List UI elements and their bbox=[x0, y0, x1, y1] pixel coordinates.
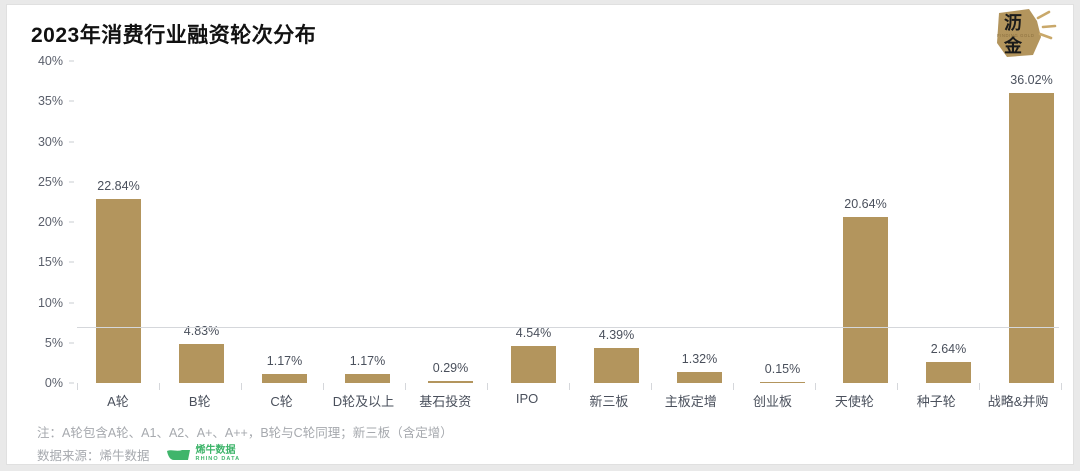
bar[interactable] bbox=[676, 372, 723, 383]
bar-value-label: 36.02% bbox=[1010, 73, 1053, 88]
x-axis-category-tick bbox=[651, 383, 652, 390]
bar[interactable] bbox=[261, 373, 308, 383]
page-title: 2023年消费行业融资轮次分布 bbox=[31, 24, 317, 47]
bar-value-label: 1.32% bbox=[681, 352, 718, 367]
x-axis-label: 创业板 bbox=[753, 394, 793, 409]
bar-slot[interactable]: 1.32% bbox=[658, 61, 741, 383]
x-axis-label: 新三板 bbox=[589, 394, 629, 409]
bar[interactable] bbox=[842, 216, 889, 383]
x-axis-category-tick bbox=[241, 383, 242, 390]
x-axis-category-tick bbox=[1061, 383, 1062, 390]
bar-value-label: 0.15% bbox=[764, 361, 801, 376]
x-axis-label: 基石投资 bbox=[419, 394, 472, 409]
x-axis-category-tick bbox=[405, 383, 406, 390]
x-axis-category-tick bbox=[897, 383, 898, 390]
x-axis-category-tick bbox=[733, 383, 734, 390]
y-axis-tick-mark bbox=[69, 60, 74, 62]
y-axis-tick-label: 40% bbox=[37, 54, 63, 68]
y-axis-tick-mark bbox=[69, 302, 74, 303]
bar-slot[interactable]: 0.15% bbox=[741, 61, 824, 383]
y-axis-tick-label: 0% bbox=[44, 376, 63, 390]
y-axis-tick-mark bbox=[69, 141, 74, 142]
x-axis-label: 主板定增 bbox=[664, 394, 717, 409]
plot-region: 0% 5% 10% 15% 20% 25% 30% 35% 40% 22.84% 4.83% 1.1… bbox=[7, 54, 1073, 390]
bar-slot[interactable]: 4.83% bbox=[160, 61, 243, 383]
x-axis-label: B轮 bbox=[188, 394, 211, 409]
x-axis-label: D轮及以上 bbox=[332, 394, 395, 409]
y-axis-tick-mark bbox=[69, 181, 74, 183]
y-axis-tick-mark bbox=[69, 100, 74, 102]
bar-slot[interactable]: 4.39% bbox=[575, 61, 658, 383]
y-axis-tick-label: 10% bbox=[37, 295, 63, 310]
x-axis-label: C轮 bbox=[270, 394, 293, 409]
bar-slot[interactable]: 22.84% bbox=[77, 61, 160, 383]
x-axis-label: 战略&并购 bbox=[987, 394, 1049, 409]
bar-slot[interactable]: 1.17% bbox=[326, 61, 409, 383]
rhino-wordmark-cn: 烯牛数据 bbox=[195, 445, 236, 457]
bar[interactable] bbox=[427, 380, 474, 383]
finding-gold-icon: 沥 金 FINDING GOLD bbox=[997, 9, 1057, 57]
bar-slot[interactable]: 4.54% bbox=[492, 61, 575, 383]
bar[interactable] bbox=[344, 373, 391, 383]
source-label: 数据来源：烯牛数据 bbox=[37, 449, 150, 463]
bar-value-label: 20.64% bbox=[844, 196, 887, 211]
bars-container: 22.84% 4.83% 1.17% 1.17% 0.29% 4.54% 4.39% 1.32… bbox=[77, 61, 1073, 383]
y-axis-tick-mark bbox=[69, 221, 74, 223]
rhino-mark-icon bbox=[166, 449, 190, 460]
y-axis-tick-mark bbox=[69, 261, 74, 263]
x-axis-line bbox=[77, 327, 1059, 328]
x-axis-category-tick bbox=[487, 383, 488, 390]
chart-card: 2023年消费行业融资轮次分布 沥 金 FINDING GOLD 0% 5% 10%… bbox=[6, 4, 1074, 465]
bar-value-label: 1.17% bbox=[349, 353, 386, 368]
x-axis-label: 天使轮 bbox=[834, 394, 874, 409]
bar[interactable] bbox=[759, 381, 806, 383]
x-axis-label: A轮 bbox=[107, 394, 129, 409]
x-axis-category-tick bbox=[569, 383, 570, 390]
source-row: 数据来源：烯牛数据 烯牛数据 RHINO DATA bbox=[37, 445, 240, 464]
y-axis-tick-label: 25% bbox=[37, 174, 63, 189]
y-axis-tick-mark bbox=[69, 342, 74, 344]
y-axis-tick-label: 30% bbox=[37, 134, 63, 149]
bar-value-label: 4.54% bbox=[515, 326, 552, 341]
bar[interactable] bbox=[95, 199, 142, 383]
bar-slot[interactable]: 1.17% bbox=[243, 61, 326, 383]
rhino-wordmark-en: RHINO DATA bbox=[195, 456, 241, 463]
bar-slot[interactable]: 36.02% bbox=[990, 61, 1073, 383]
bar-value-label: 2.64% bbox=[930, 341, 967, 356]
y-axis-tick-label: 15% bbox=[37, 255, 63, 270]
bar[interactable] bbox=[1008, 93, 1055, 383]
bar-slot[interactable]: 0.29% bbox=[409, 61, 492, 383]
bar[interactable] bbox=[925, 361, 972, 383]
x-axis-category-tick bbox=[979, 383, 980, 390]
x-axis-category-tick bbox=[159, 383, 160, 390]
bar[interactable] bbox=[178, 344, 225, 383]
y-axis-tick-mark bbox=[69, 382, 74, 384]
bar-value-label: 22.84% bbox=[97, 179, 140, 194]
rhino-wordmark: 烯牛数据 RHINO DATA bbox=[196, 446, 241, 463]
x-axis-category-tick bbox=[323, 383, 324, 390]
bar-slot[interactable]: 20.64% bbox=[824, 61, 907, 383]
bar-value-label: 0.29% bbox=[432, 360, 469, 375]
x-axis-category-tick bbox=[815, 383, 816, 390]
bar-value-label: 1.17% bbox=[266, 353, 303, 368]
y-axis-tick-label: 35% bbox=[37, 94, 63, 109]
svg-text:FINDING GOLD: FINDING GOLD bbox=[997, 33, 1034, 38]
x-axis-label: 种子轮 bbox=[916, 394, 956, 409]
bar-slot[interactable]: 2.64% bbox=[907, 61, 990, 383]
rhino-data-logo: 烯牛数据 RHINO DATA bbox=[166, 446, 241, 463]
x-axis-label: IPO bbox=[515, 391, 539, 406]
x-axis-labels: A轮 B轮 C轮 D轮及以上 基石投资 IPO 新三板 主板定增 创业板 天使轮 种子轮 战略&并购 bbox=[77, 391, 1059, 410]
x-axis-category-tick bbox=[77, 383, 78, 390]
bar[interactable] bbox=[510, 346, 557, 383]
y-axis-tick-label: 20% bbox=[37, 215, 63, 229]
bar[interactable] bbox=[593, 347, 640, 383]
finding-gold-watermark-logo: 沥 金 FINDING GOLD bbox=[985, 7, 1059, 59]
svg-text:沥: 沥 bbox=[1004, 13, 1022, 33]
y-axis-tick-label: 5% bbox=[44, 335, 63, 350]
y-axis: 0% 5% 10% 15% 20% 25% 30% 35% 40% bbox=[7, 54, 77, 390]
bar-value-label: 4.39% bbox=[598, 327, 635, 342]
chart-footnote: 注：A轮包含A轮、A1、A2、A+、A++，B轮与C轮同理；新三板（含定增） bbox=[37, 426, 453, 440]
svg-text:金: 金 bbox=[1003, 35, 1023, 56]
